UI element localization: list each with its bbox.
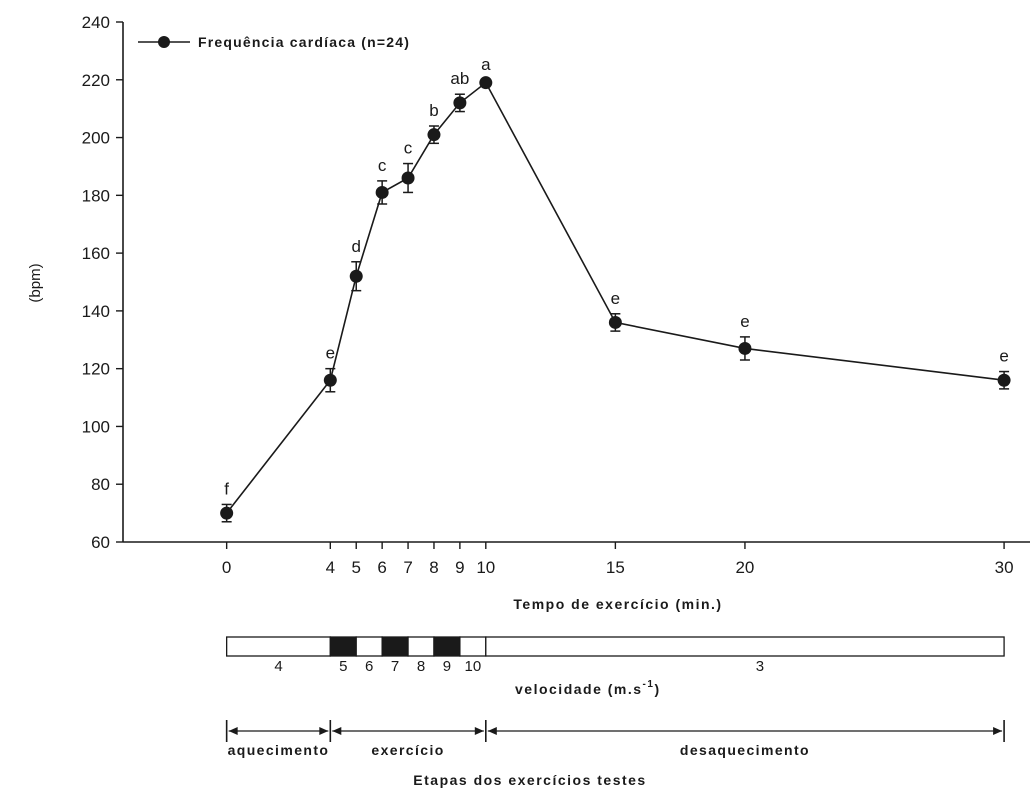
phase-arrow-right [993,727,1003,735]
data-point [453,96,467,110]
data-point [220,506,234,520]
phase-label: aquecimento [228,742,330,758]
significance-label: c [378,156,387,175]
speed-segment [329,636,357,657]
y-tick-label: 100 [82,417,110,436]
y-tick-label: 140 [82,302,110,321]
phase-arrow-left [487,727,497,735]
speed-label: 5 [339,658,347,675]
speed-label: 7 [391,658,399,675]
data-point [608,315,622,329]
y-axis-ticks: 60 80 100 120 140 160 180 200 220 240 [82,13,123,552]
speed-label: 10 [464,658,481,675]
significance-label: c [404,139,413,158]
y-tick-label: 60 [91,533,110,552]
speed-label: 3 [756,658,764,675]
x-tick-label: 7 [403,558,412,577]
significance-label: ab [450,69,469,88]
significance-label: e [740,312,749,331]
y-axis-label: (bpm) [27,263,44,302]
x-tick-label: 20 [735,558,754,577]
speed-segment [355,636,383,657]
legend: Frequência cardíaca (n=24) [138,34,410,50]
data-point [738,341,752,355]
x-tick-label: 30 [995,558,1014,577]
significance-label: f [224,479,229,498]
speed-segment [459,636,487,657]
y-tick-label: 200 [82,129,110,148]
x-axis-label: Tempo de exercício (min.) [513,596,722,612]
speed-label: 8 [417,658,425,675]
speed-bar-title-text: velocidade (m.s [515,681,643,697]
significance-label: e [611,289,620,308]
x-tick-label: 8 [429,558,438,577]
data-point [427,128,441,142]
x-axis-ticks: 0 4 5 6 7 8 9 10 15 20 30 [222,542,1014,577]
legend-marker [158,36,170,48]
data-point [997,373,1011,387]
significance-label: a [481,55,491,74]
speed-bar-title: velocidade (m.s-1) [515,679,661,697]
x-tick-label: 6 [377,558,386,577]
phases-title: Etapas dos exercícios testes [413,772,646,788]
y-tick-label: 80 [91,475,110,494]
x-tick-label: 5 [351,558,360,577]
y-tick-label: 240 [82,13,110,32]
speed-segment [433,636,461,657]
speed-bar-title-close: ) [654,681,660,697]
speed-bar: 4 5 6 7 8 9 10 3 [226,636,1005,675]
y-tick-label: 220 [82,71,110,90]
x-tick-label: 0 [222,558,231,577]
x-tick-label: 9 [455,558,464,577]
exercise-phases: aquecimento exercício desaquecimento [225,720,1005,758]
speed-label: 9 [443,658,451,675]
x-tick-label: 15 [606,558,625,577]
x-tick-label: 10 [476,558,495,577]
phase-arrow-left [228,727,238,735]
speed-label: 4 [274,658,282,675]
speed-segment [226,636,331,657]
speed-segment [381,636,409,657]
data-point [349,269,363,283]
phase-label: desaquecimento [680,742,810,758]
significance-label: d [351,237,360,256]
significance-label: e [999,347,1008,366]
y-tick-label: 180 [82,186,110,205]
y-tick-label: 160 [82,244,110,263]
phase-arrow-right [319,727,329,735]
data-point [323,373,337,387]
phase-arrow-left [332,727,342,735]
y-tick-label: 120 [82,360,110,379]
data-point [479,76,493,90]
data-point [401,171,415,185]
legend-label: Frequência cardíaca (n=24) [198,34,410,50]
significance-label: e [326,344,335,363]
axes [122,22,1030,543]
speed-segment [485,636,1005,657]
significance-label: b [429,101,438,120]
speed-bar-title-superscript: -1 [643,679,655,690]
x-tick-label: 4 [326,558,335,577]
speed-label: 6 [365,658,373,675]
speed-segment [407,636,435,657]
phase-label: exercício [371,742,444,758]
phase-arrow-right [474,727,484,735]
data-point [375,185,389,199]
